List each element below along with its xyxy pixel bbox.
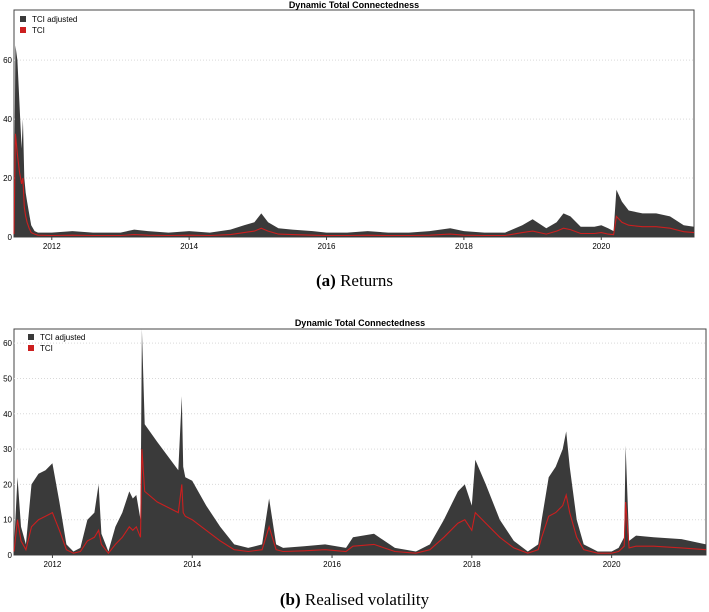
legend: TCI adjusted TCI <box>20 15 77 35</box>
series-tci-adjusted-area <box>14 45 694 238</box>
x-tick-label: 2012 <box>44 560 62 569</box>
legend-label-tci-adjusted: TCI adjusted <box>40 333 85 342</box>
caption-a: (a) Returns <box>0 271 709 291</box>
series-tci-adjusted-area <box>14 329 706 555</box>
x-tick-label: 2012 <box>43 242 61 251</box>
caption-text: Returns <box>340 271 393 290</box>
y-tick-label: 40 <box>3 115 12 124</box>
x-tick-label: 2016 <box>323 560 341 569</box>
plot-frame <box>13 9 695 238</box>
chart-title: Dynamic Total Connectedness <box>295 318 425 328</box>
legend-swatch-tci <box>28 345 34 351</box>
caption-letter: (a) <box>316 271 336 290</box>
series-tci-line <box>13 133 695 237</box>
x-tick-label: 2016 <box>318 242 336 251</box>
x-tick-labels: 2012 2014 2016 2018 2020 <box>44 555 621 569</box>
legend-swatch-tci-adjusted <box>20 16 26 22</box>
x-tick-labels: 2012 2014 2016 2018 2020 <box>43 237 611 251</box>
chart-title: Dynamic Total Connectedness <box>289 0 419 10</box>
chart-realised-volatility: Dynamic Total Connectedness 0 10 20 30 40 50 6… <box>3 318 707 569</box>
x-tick-label: 2014 <box>180 242 198 251</box>
x-tick-label: 2014 <box>183 560 201 569</box>
y-tick-labels: 0 20 40 60 <box>3 56 12 242</box>
legend-swatch-tci-adjusted <box>28 334 34 340</box>
y-tick-label: 60 <box>3 339 12 348</box>
legend-label-tci: TCI <box>40 344 53 353</box>
y-tick-label: 10 <box>3 516 12 525</box>
grid <box>14 59 694 179</box>
x-tick-label: 2018 <box>463 560 481 569</box>
x-tick-label: 2020 <box>603 560 621 569</box>
legend-label-tci: TCI <box>32 26 45 35</box>
y-tick-label: 0 <box>8 551 13 560</box>
y-tick-label: 60 <box>3 56 12 65</box>
y-tick-label: 50 <box>3 374 12 383</box>
y-tick-label: 30 <box>3 445 12 454</box>
plot-frame <box>13 328 707 556</box>
x-tick-label: 2018 <box>455 242 473 251</box>
series-tci-line <box>13 449 707 555</box>
y-tick-label: 20 <box>3 174 12 183</box>
legend-label-tci-adjusted: TCI adjusted <box>32 15 77 24</box>
caption-text: Realised volatility <box>304 590 430 609</box>
y-tick-labels: 0 10 20 30 40 50 60 <box>3 339 12 560</box>
y-tick-label: 0 <box>8 233 13 242</box>
caption-b: (b) Realised volatility <box>0 590 709 610</box>
caption-letter: (b) <box>279 590 301 609</box>
legend: TCI adjusted TCI <box>28 333 85 353</box>
legend-swatch-tci <box>20 27 26 33</box>
y-tick-label: 20 <box>3 480 12 489</box>
chart-returns: Dynamic Total Connectedness 0 20 40 60 2012… <box>3 0 695 251</box>
grid <box>14 342 706 521</box>
y-tick-label: 40 <box>3 410 12 419</box>
x-tick-label: 2020 <box>592 242 610 251</box>
